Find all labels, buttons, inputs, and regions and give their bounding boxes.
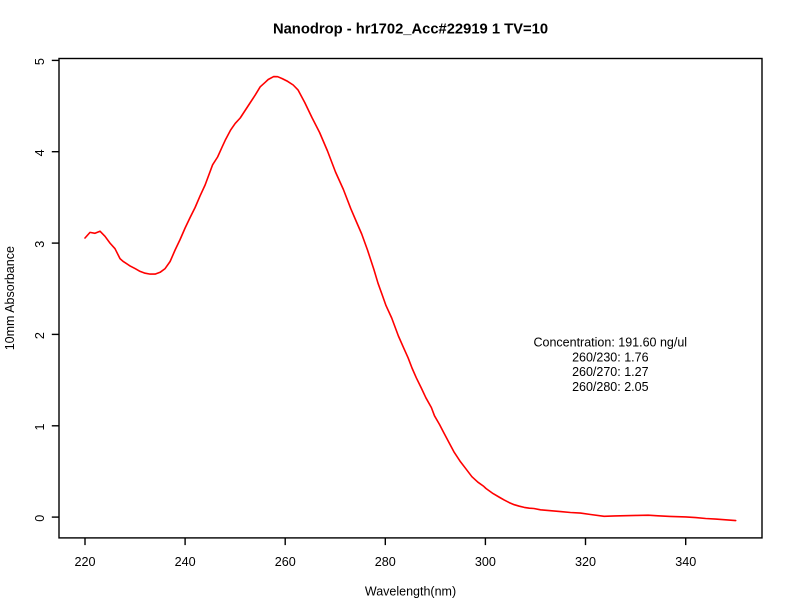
svg-text:2: 2	[33, 332, 47, 339]
svg-text:280: 280	[375, 555, 396, 569]
svg-text:1: 1	[33, 423, 47, 430]
svg-text:340: 340	[675, 555, 696, 569]
svg-text:Concentration: 191.60 ng/ul: Concentration: 191.60 ng/ul	[534, 336, 688, 350]
svg-text:220: 220	[74, 555, 95, 569]
svg-text:260/280: 2.05: 260/280: 2.05	[572, 380, 649, 394]
svg-text:10mm Absorbance: 10mm Absorbance	[3, 246, 17, 350]
svg-text:0: 0	[33, 515, 47, 522]
svg-text:260/270: 1.27: 260/270: 1.27	[572, 365, 649, 379]
svg-text:4: 4	[33, 149, 47, 156]
svg-text:260: 260	[275, 555, 296, 569]
svg-text:Nanodrop - hr1702_Acc#22919 1: Nanodrop - hr1702_Acc#22919 1 TV=10	[273, 22, 548, 38]
svg-text:240: 240	[175, 555, 196, 569]
svg-text:Wavelength(nm): Wavelength(nm)	[365, 585, 456, 599]
svg-text:260/230: 1.76: 260/230: 1.76	[572, 350, 649, 364]
svg-text:320: 320	[575, 555, 596, 569]
svg-text:3: 3	[33, 241, 47, 248]
svg-text:300: 300	[475, 555, 496, 569]
svg-text:5: 5	[33, 58, 47, 65]
